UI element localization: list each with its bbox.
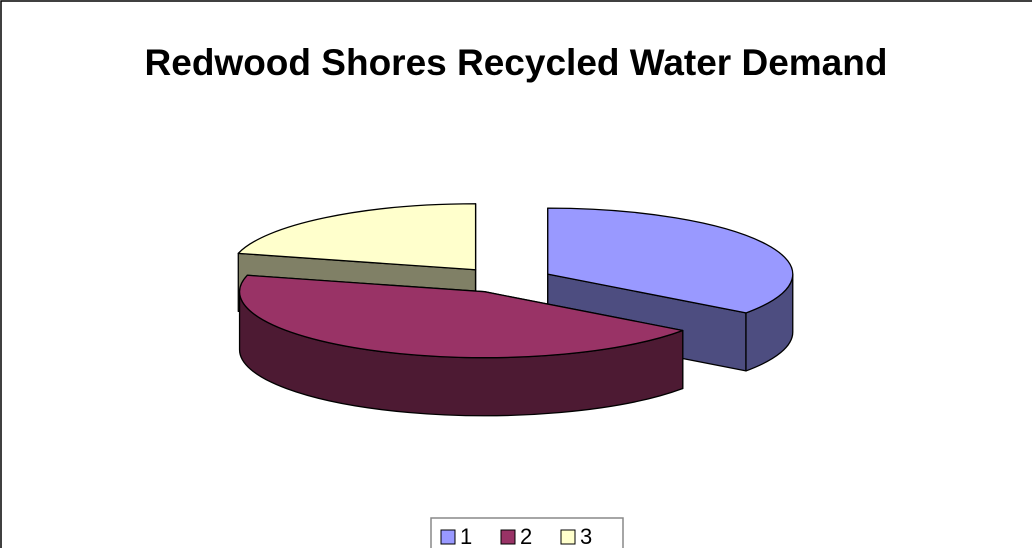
legend-swatch [440,529,456,545]
legend-swatch [560,529,576,545]
legend-swatch [500,529,516,545]
slice [237,203,477,271]
slice [238,274,684,359]
pie [237,203,794,417]
legend-label: 3 [580,524,592,548]
legend: 1 2 3 [440,524,592,548]
legend-box [430,517,624,548]
legend-label: 1 [460,524,472,548]
chart-title: Redwood Shores Recycled Water Demand [144,42,888,83]
legend-label: 2 [520,524,532,548]
slice [547,207,794,314]
